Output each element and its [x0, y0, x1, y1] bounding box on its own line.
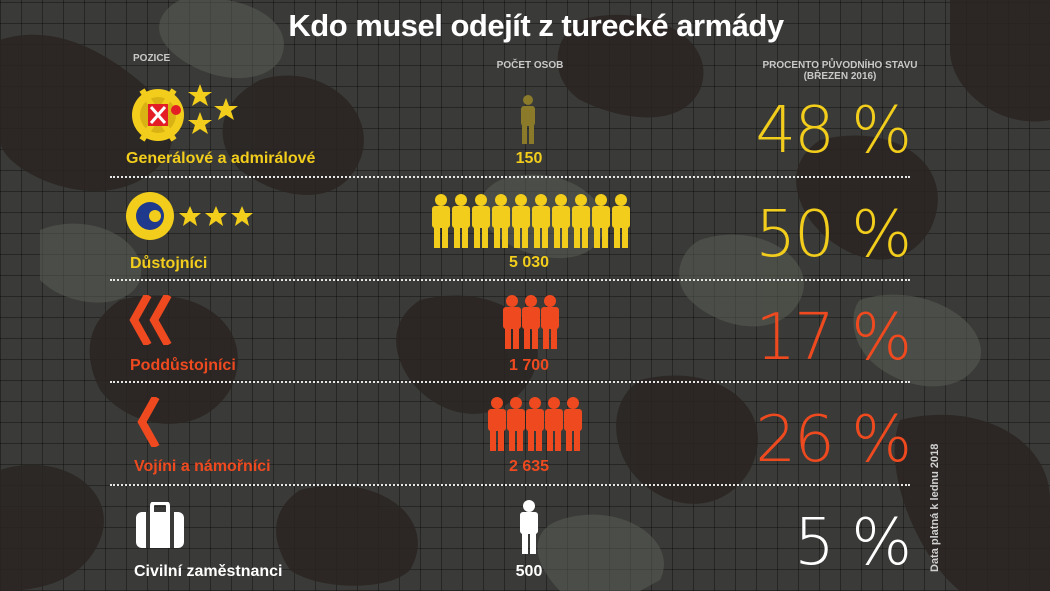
percent-privates: 26 %	[755, 403, 912, 477]
soldier-icons-privates	[488, 397, 582, 451]
row-officers: Důstojníci 5 030 50 %	[0, 178, 1050, 278]
row-divider	[110, 381, 910, 383]
soldier-icon	[545, 397, 563, 451]
count-privates: 2 635	[508, 458, 550, 475]
soldier-icon	[572, 194, 590, 248]
soldier-icon	[520, 500, 538, 554]
soldier-icon	[526, 397, 544, 451]
rank-label-privates: Vojíni a námořníci	[134, 458, 271, 475]
row-generals: Generálové a admirálové 150 48 %	[0, 74, 1050, 174]
soldier-icon	[452, 194, 470, 248]
soldier-icon	[564, 397, 582, 451]
row-divider	[110, 176, 910, 178]
page-title: Kdo musel odejít z turecké armády	[288, 8, 784, 43]
rank-label-officers: Důstojníci	[130, 255, 208, 272]
soldier-icon	[521, 95, 535, 144]
percent-ncos: 17 %	[755, 301, 912, 375]
row-ncos: Poddůstojníci 1 700 17 %	[0, 281, 1050, 381]
header-percent-line1: PROCENTO PŮVODNÍHO STAVU	[762, 60, 918, 71]
header-percent-line2: (BŘEZEN 2016)	[803, 71, 877, 82]
briefcase-icon	[136, 502, 184, 548]
footnote: Data platná k lednu 2018	[929, 443, 941, 572]
row-divider	[110, 279, 910, 281]
soldier-icon	[552, 194, 570, 248]
soldier-icons-civilians	[520, 500, 538, 554]
soldier-icon	[541, 295, 559, 349]
soldier-icon	[432, 194, 450, 248]
soldier-icon	[512, 194, 530, 248]
count-officers: 5 030	[508, 254, 550, 271]
soldier-icon	[503, 295, 521, 349]
count-generals: 150	[515, 150, 543, 167]
row-divider	[110, 484, 910, 486]
percent-civilians: 5 %	[794, 506, 912, 580]
percent-officers: 50 %	[755, 198, 912, 272]
count-ncos: 1 700	[508, 357, 550, 374]
soldier-icons-officers	[432, 194, 630, 248]
count-civilians: 500	[515, 563, 543, 580]
soldier-icon	[488, 397, 506, 451]
row-privates: Vojíni a námořníci 2 635 26 %	[0, 383, 1050, 483]
single-chevron-icon	[137, 397, 160, 447]
soldier-icon	[532, 194, 550, 248]
header-position: POZICE	[133, 53, 171, 64]
soldier-icon	[507, 397, 525, 451]
soldier-icons-generals	[521, 95, 535, 144]
rank-label-ncos: Poddůstojníci	[130, 357, 236, 374]
rank-label-generals: Generálové a admirálové	[126, 150, 316, 167]
soldier-icon	[612, 194, 630, 248]
row-civilians: Civilní zaměstnanci 500 5 %	[0, 486, 1050, 586]
rank-label-civilians: Civilní zaměstnanci	[134, 563, 283, 580]
soldier-icons-ncos	[503, 295, 559, 349]
soldier-icon	[472, 194, 490, 248]
general-insignia-icon	[132, 84, 238, 142]
officer-insignia-icon	[126, 192, 253, 240]
header-percent: PROCENTO PŮVODNÍHO STAVU (BŘEZEN 2016)	[745, 60, 935, 82]
double-chevron-icon	[129, 295, 172, 345]
percent-generals: 48 %	[755, 94, 912, 168]
header-count: POČET OSOB	[496, 60, 564, 71]
soldier-icon	[592, 194, 610, 248]
soldier-icon	[492, 194, 510, 248]
soldier-icon	[522, 295, 540, 349]
